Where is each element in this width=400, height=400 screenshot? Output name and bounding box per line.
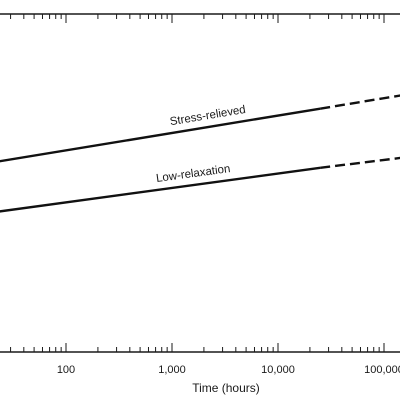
series-dashed-low-relaxation — [320, 156, 400, 169]
chart-series — [0, 94, 400, 213]
series-label-stress-relieved: Stress-relieved — [169, 104, 247, 128]
x-tick-label: 100 — [57, 364, 75, 376]
chart-axes: 100 1,000 10,000 100,000 — [0, 13, 400, 376]
x-tick-label: 100,000 — [364, 364, 400, 376]
series-line-stress-relieved — [0, 107, 321, 163]
x-axis-label: Time (hours) — [192, 381, 260, 395]
x-tick-label: 1,000 — [158, 364, 186, 376]
series-line-low-relaxation — [0, 166, 321, 213]
series-dashed-stress-relieved — [319, 94, 400, 110]
x-tick-label: 10,000 — [261, 364, 295, 376]
